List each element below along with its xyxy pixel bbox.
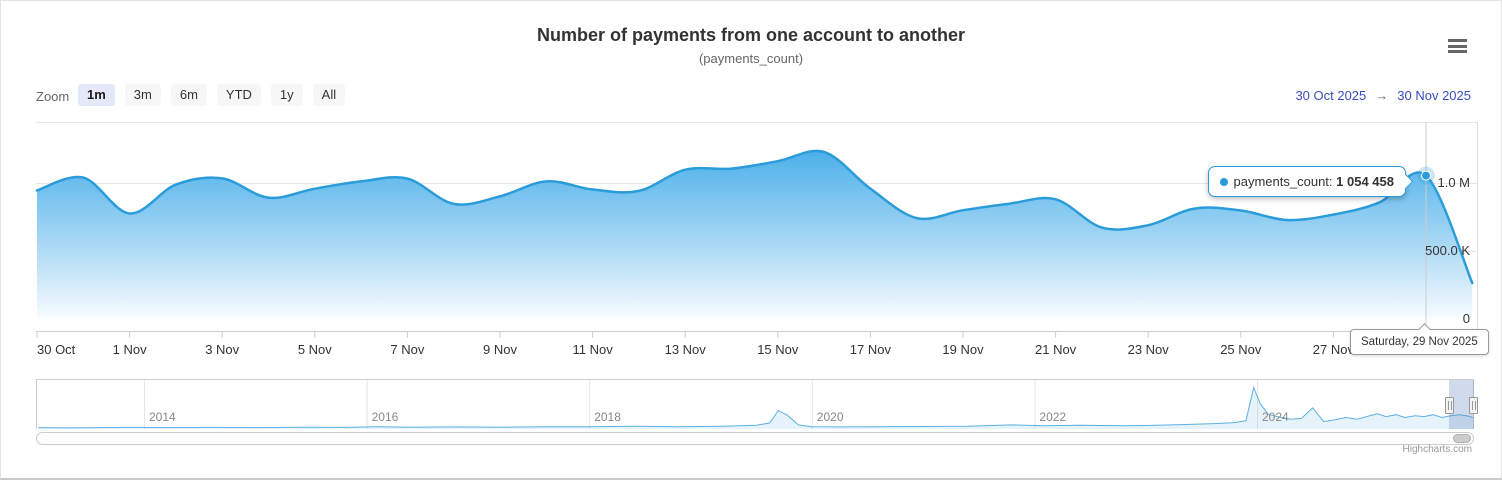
navigator-year-label: 2018: [594, 410, 621, 424]
x-axis-label: 30 Oct: [37, 342, 76, 357]
navigator-year-label: 2020: [816, 410, 844, 424]
tooltip-series-label: payments_count: [1233, 174, 1329, 189]
navigator-year-label: 2014: [149, 410, 176, 424]
navigator-year-label: 2016: [371, 410, 399, 424]
tooltip-value: 1 054 458: [1336, 174, 1394, 189]
x-axis-label: 23 Nov: [1127, 342, 1169, 357]
context-menu-button[interactable]: [1443, 34, 1471, 58]
crosshair-date-text: Saturday, 29 Nov 2025: [1361, 336, 1478, 348]
x-axis-label: 13 Nov: [664, 342, 706, 357]
x-axis-label: 15 Nov: [757, 342, 799, 357]
x-axis-label: 21 Nov: [1034, 342, 1077, 357]
x-axis-label: 7 Nov: [390, 342, 425, 357]
scrollbar-thumb[interactable]: [1453, 434, 1471, 443]
scrollbar-track[interactable]: [36, 432, 1474, 445]
series-tooltip: payments_count: 1 054 458: [1207, 166, 1414, 197]
hamburger-icon: [1447, 37, 1467, 56]
range-selector-buttons: 1m 3m 6m YTD 1y All: [78, 84, 346, 107]
chart-subtitle: (payments_count): [698, 51, 804, 66]
crosshair-date-tooltip: Saturday, 29 Nov 2025: [1350, 323, 1489, 355]
range-input-to[interactable]: 30 Nov 2025: [1397, 88, 1471, 103]
range-button-1m[interactable]: 1m: [78, 84, 115, 107]
x-axis-label: 1 Nov: [112, 342, 147, 357]
range-button-3m[interactable]: 3m: [124, 84, 161, 107]
x-axis-label: 27 Nov: [1312, 342, 1354, 357]
range-arrow-icon: →: [1375, 88, 1389, 103]
x-axis-label: 25 Nov: [1220, 342, 1262, 357]
navigator-year-label: 2024: [1262, 410, 1289, 424]
range-button-all[interactable]: All: [312, 84, 346, 107]
chart-card: Number of payments from one account to a…: [0, 0, 1502, 480]
credits-link[interactable]: Highcharts.com: [1402, 444, 1472, 455]
navigator-handle-right[interactable]: [1469, 397, 1478, 414]
plot-area[interactable]: [36, 122, 1477, 331]
range-button-6m[interactable]: 6m: [170, 84, 207, 107]
x-axis-label: 5 Nov: [297, 342, 332, 357]
x-axis-label: 11 Nov: [572, 342, 613, 357]
x-axis-label: 9 Nov: [483, 342, 517, 357]
range-input-from[interactable]: 30 Oct 2025: [1295, 88, 1367, 103]
date-range: 30 Oct 2025 → 30 Nov 2025: [1295, 88, 1471, 103]
range-button-ytd[interactable]: YTD: [216, 84, 261, 107]
x-axis-label: 17 Nov: [849, 342, 891, 357]
x-axis-label: 19 Nov: [942, 342, 984, 357]
chart-title: Number of payments from one account to a…: [536, 25, 966, 45]
navigator-handle-left[interactable]: [1445, 397, 1454, 414]
series-bullet-icon: [1219, 178, 1228, 186]
navigator-year-label: 2022: [1039, 410, 1067, 424]
zoom-label: Zoom: [36, 89, 70, 104]
range-button-1y[interactable]: 1y: [270, 84, 303, 107]
x-axis-label: 3 Nov: [205, 342, 240, 357]
